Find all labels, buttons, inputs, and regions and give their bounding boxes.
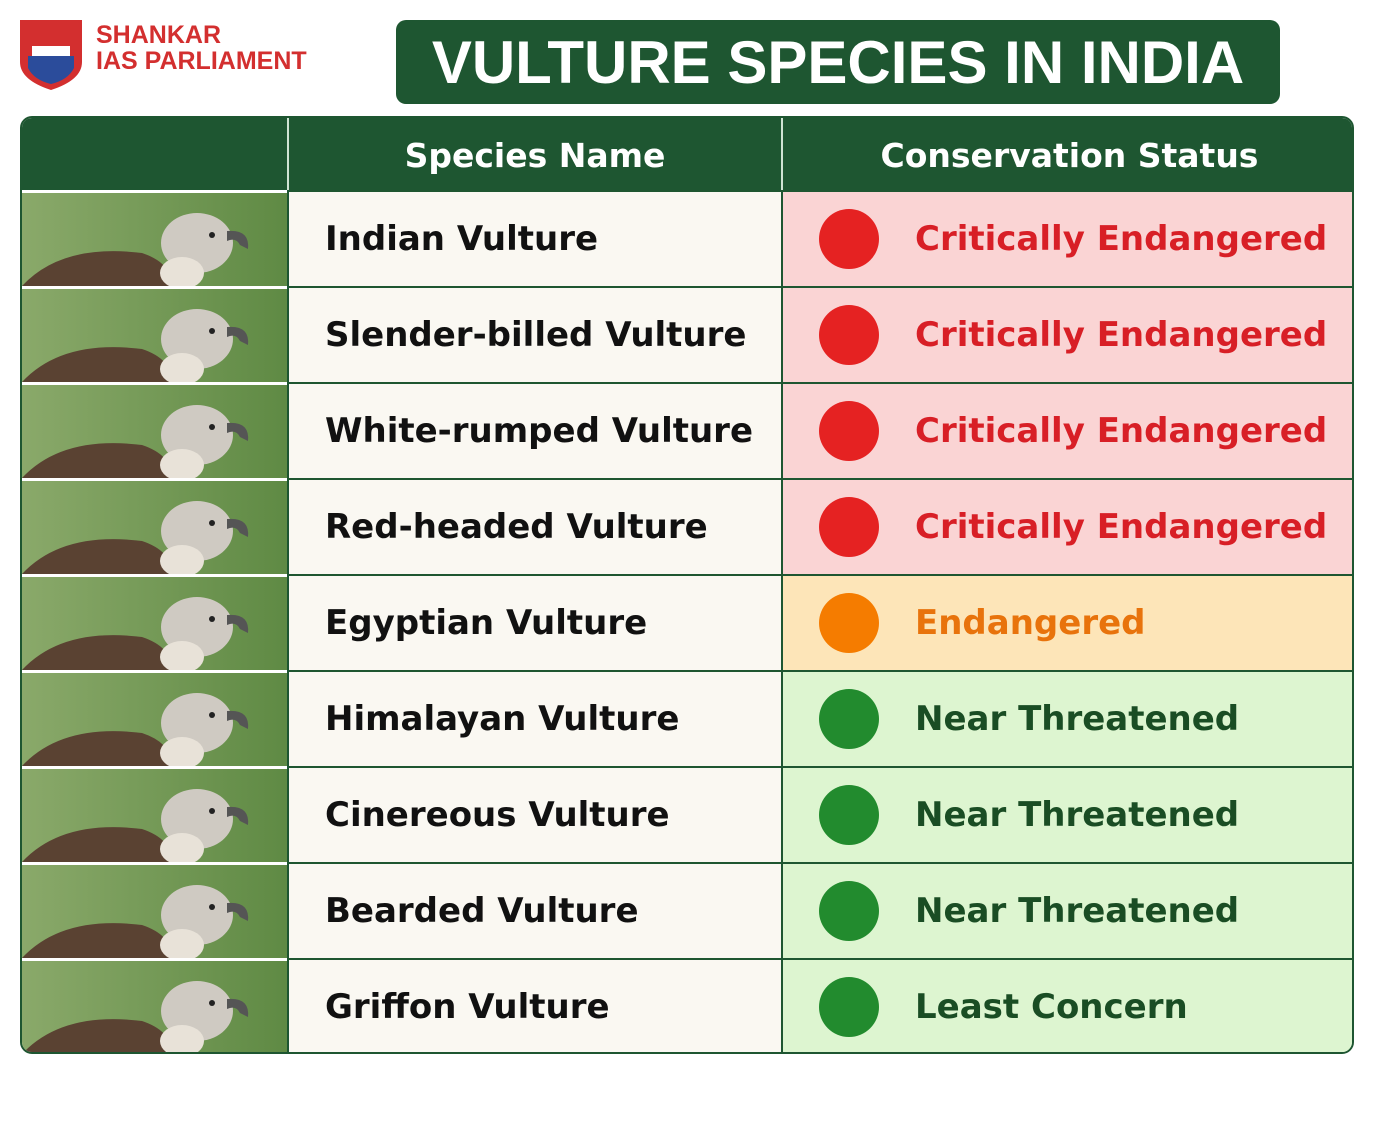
bird-photo	[22, 766, 287, 865]
logo-emblem	[20, 20, 82, 90]
status-text: Critically Endangered	[915, 507, 1328, 547]
species-name: Egyptian Vulture	[287, 574, 781, 670]
species-name: Red-headed Vulture	[287, 478, 781, 574]
bird-photo	[22, 670, 287, 769]
bird-illustration	[24, 981, 249, 1052]
species-name: Himalayan Vulture	[287, 670, 781, 766]
bird-photo	[22, 478, 287, 577]
status-dot	[819, 305, 879, 365]
status-dot	[819, 785, 879, 845]
status-text: Least Concern	[915, 987, 1188, 1027]
column-header: Conservation Status	[781, 118, 1352, 192]
species-name: Indian Vulture	[287, 190, 781, 286]
status-dot	[819, 593, 879, 653]
bird-photo	[22, 286, 287, 385]
status-cell: Least Concern	[781, 958, 1352, 1052]
column-header: Species Name	[287, 118, 781, 192]
status-dot	[819, 209, 879, 269]
species-name: Bearded Vulture	[287, 862, 781, 958]
status-text: Critically Endangered	[915, 411, 1328, 451]
status-dot	[819, 977, 879, 1037]
status-text: Critically Endangered	[915, 219, 1328, 259]
status-cell: Critically Endangered	[781, 478, 1352, 574]
bird-illustration	[22, 789, 249, 865]
status-cell: Endangered	[781, 574, 1352, 670]
status-dot	[819, 497, 879, 557]
bird-illustration	[22, 405, 249, 481]
species-name: Cinereous Vulture	[287, 766, 781, 862]
status-text: Endangered	[915, 603, 1146, 643]
bird-photo	[22, 574, 287, 673]
bird-illustration	[22, 213, 249, 289]
status-cell: Critically Endangered	[781, 286, 1352, 382]
logo-line: SHANKAR	[96, 21, 221, 49]
status-dot	[819, 881, 879, 941]
logo-line: IAS PARLIAMENT	[96, 47, 307, 75]
status-cell: Critically Endangered	[781, 382, 1352, 478]
bird-illustration	[22, 501, 249, 577]
bird-photo	[22, 862, 287, 961]
bird-illustration	[22, 597, 249, 673]
status-text: Near Threatened	[915, 699, 1240, 739]
status-text: Near Threatened	[915, 891, 1240, 931]
logo-text: SHANKAR IAS PARLIAMENT	[96, 22, 307, 74]
bird-photo	[22, 382, 287, 481]
status-cell: Near Threatened	[781, 862, 1352, 958]
bird-photo	[22, 958, 287, 1052]
species-name: Slender-billed Vulture	[287, 286, 781, 382]
species-name: Griffon Vulture	[287, 958, 781, 1052]
bird-illustration	[22, 693, 249, 769]
status-dot	[819, 401, 879, 461]
title: VULTURE SPECIES IN INDIA	[396, 20, 1280, 104]
status-cell: Near Threatened	[781, 766, 1352, 862]
status-cell: Near Threatened	[781, 670, 1352, 766]
status-cell: Critically Endangered	[781, 190, 1352, 286]
bird-illustration	[22, 885, 249, 961]
status-text: Near Threatened	[915, 795, 1240, 835]
species-name: White-rumped Vulture	[287, 382, 781, 478]
table: Species Name Conservation Status Indian …	[20, 116, 1354, 1054]
bird-illustration	[22, 309, 249, 385]
bird-photo	[22, 190, 287, 289]
header-blank	[22, 118, 287, 192]
status-text: Critically Endangered	[915, 315, 1328, 355]
status-dot	[819, 689, 879, 749]
